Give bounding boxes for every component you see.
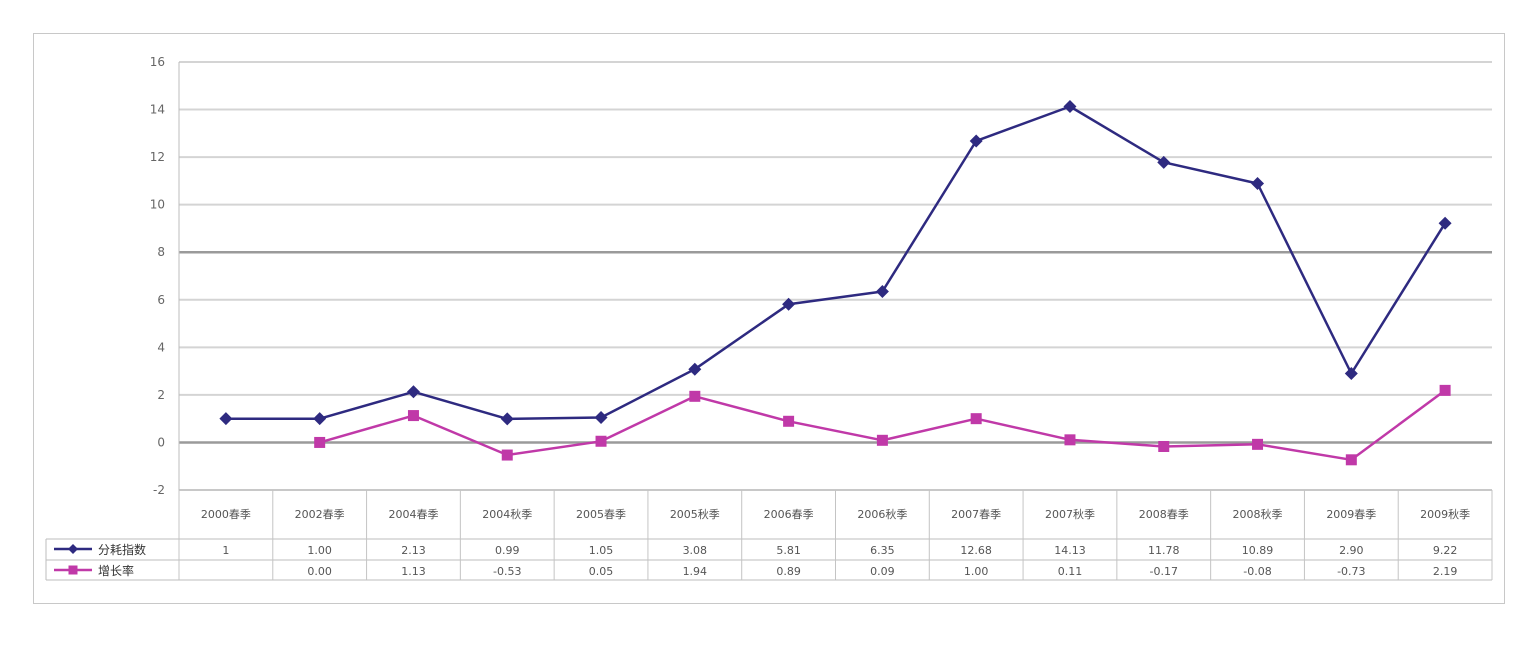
table-cell-series-2: 0.11 [1058,565,1083,578]
series-1-point [688,362,702,376]
table-cell-series-2: 0.89 [776,565,801,578]
series-line-2 [319,389,1446,462]
series-1-point [500,412,514,426]
table-cell-series-1: 6.35 [870,544,895,557]
series-2-point [501,449,513,461]
table-cell-series-2: 1.13 [401,565,426,578]
table-cell-series-1: 5.81 [776,544,801,557]
series-2-point [1158,440,1170,452]
series-1-point [1344,366,1358,380]
table-cell-series-1: 14.13 [1054,544,1086,557]
x-category-label: 2007秋季 [1045,507,1095,521]
series-2-point [970,413,982,425]
x-category-label: 2009春季 [1326,508,1376,521]
series-1-point [1251,177,1265,191]
series-2-point [876,434,888,446]
table-cell-series-1: 3.08 [683,544,708,557]
table-cell-series-1: 10.89 [1242,544,1274,557]
x-category-label: 2006春季 [764,508,814,521]
x-category-label: 2009秋季 [1420,507,1470,521]
x-category-label: 2005秋季 [670,507,720,521]
table-cell-series-2: 0.00 [307,565,332,578]
table-cell-series-2: 1.00 [964,565,989,578]
y-tick-label: 0 [157,435,165,449]
series-1-point [1438,216,1452,230]
y-tick-label: 14 [150,103,165,117]
legend-label-2: 增长率 [98,563,134,578]
series-2-point [407,410,419,422]
y-tick-label: -2 [153,483,165,497]
x-category-label: 2006秋季 [857,507,907,521]
series-2-point [1252,438,1264,450]
series-2-point [689,390,701,402]
legend-marker-2 [68,565,78,575]
series-1-point [875,284,889,298]
series-line-1 [225,105,1447,421]
series-1-point [782,297,796,311]
table-cell-series-2: 2.19 [1433,565,1458,578]
table-cell-series-1: 2.13 [401,544,426,557]
x-category-label: 2007春季 [951,508,1001,521]
table-cell-series-2: -0.08 [1243,565,1271,578]
table-cell-series-1: 9.22 [1433,544,1458,557]
legend-marker-1 [68,544,78,554]
series-1-point [219,412,233,426]
series-1-point [1063,99,1077,113]
table-cell-series-2: -0.53 [493,565,521,578]
chart-frame: -2 0 2 4 6 8 10 12 14 16 2000春季 2002春季 2004春季 2004秋季 2… [33,33,1505,604]
x-category-label: 2008秋季 [1233,507,1283,521]
x-category-label: 2000春季 [201,508,251,521]
y-tick-label: 4 [157,340,165,354]
line-chart: -2 0 2 4 6 8 10 12 14 16 2000春季 2002春季 2004春季 2004秋季 2… [45,55,1493,581]
series-1-point [313,412,327,426]
table-cell-series-2: 0.05 [589,565,614,578]
series-1-point [1157,155,1171,169]
table-cell-series-2: -0.17 [1150,565,1178,578]
series-2-point [314,436,326,448]
table-cell-series-1: 1 [222,544,229,557]
y-tick-label: 16 [150,55,165,69]
y-tick-label: 10 [150,198,165,212]
series-2-point [595,435,607,447]
series-2-point [783,415,795,427]
table-cell-series-2: -0.73 [1337,565,1365,578]
x-category-label: 2004春季 [388,508,438,521]
legend-label-1: 分耗指数 [98,542,146,557]
series-2-point [1439,384,1451,396]
table-cell-series-1: 12.68 [960,544,992,557]
x-category-label: 2004秋季 [482,507,532,521]
table-cell-series-1: 1.00 [307,544,332,557]
table-cell-series-1: 11.78 [1148,544,1180,557]
series-2-point [1064,434,1076,446]
y-tick-label: 8 [157,245,165,259]
table-cell-series-2: 1.94 [683,565,708,578]
series-1-point [594,410,608,424]
y-tick-label: 2 [157,388,165,402]
x-category-label: 2002春季 [295,508,345,521]
x-category-label: 2008春季 [1139,508,1189,521]
y-tick-label: 12 [150,150,165,164]
table-cell-series-1: 2.90 [1339,544,1364,557]
table-cell-series-1: 1.05 [589,544,614,557]
series-2-point [1345,454,1357,466]
table-cell-series-1: 0.99 [495,544,520,557]
x-category-label: 2005春季 [576,508,626,521]
table-cell-series-2: 0.09 [870,565,895,578]
series-1-point [406,385,420,399]
y-tick-label: 6 [157,293,165,307]
series-1-point [969,134,983,148]
